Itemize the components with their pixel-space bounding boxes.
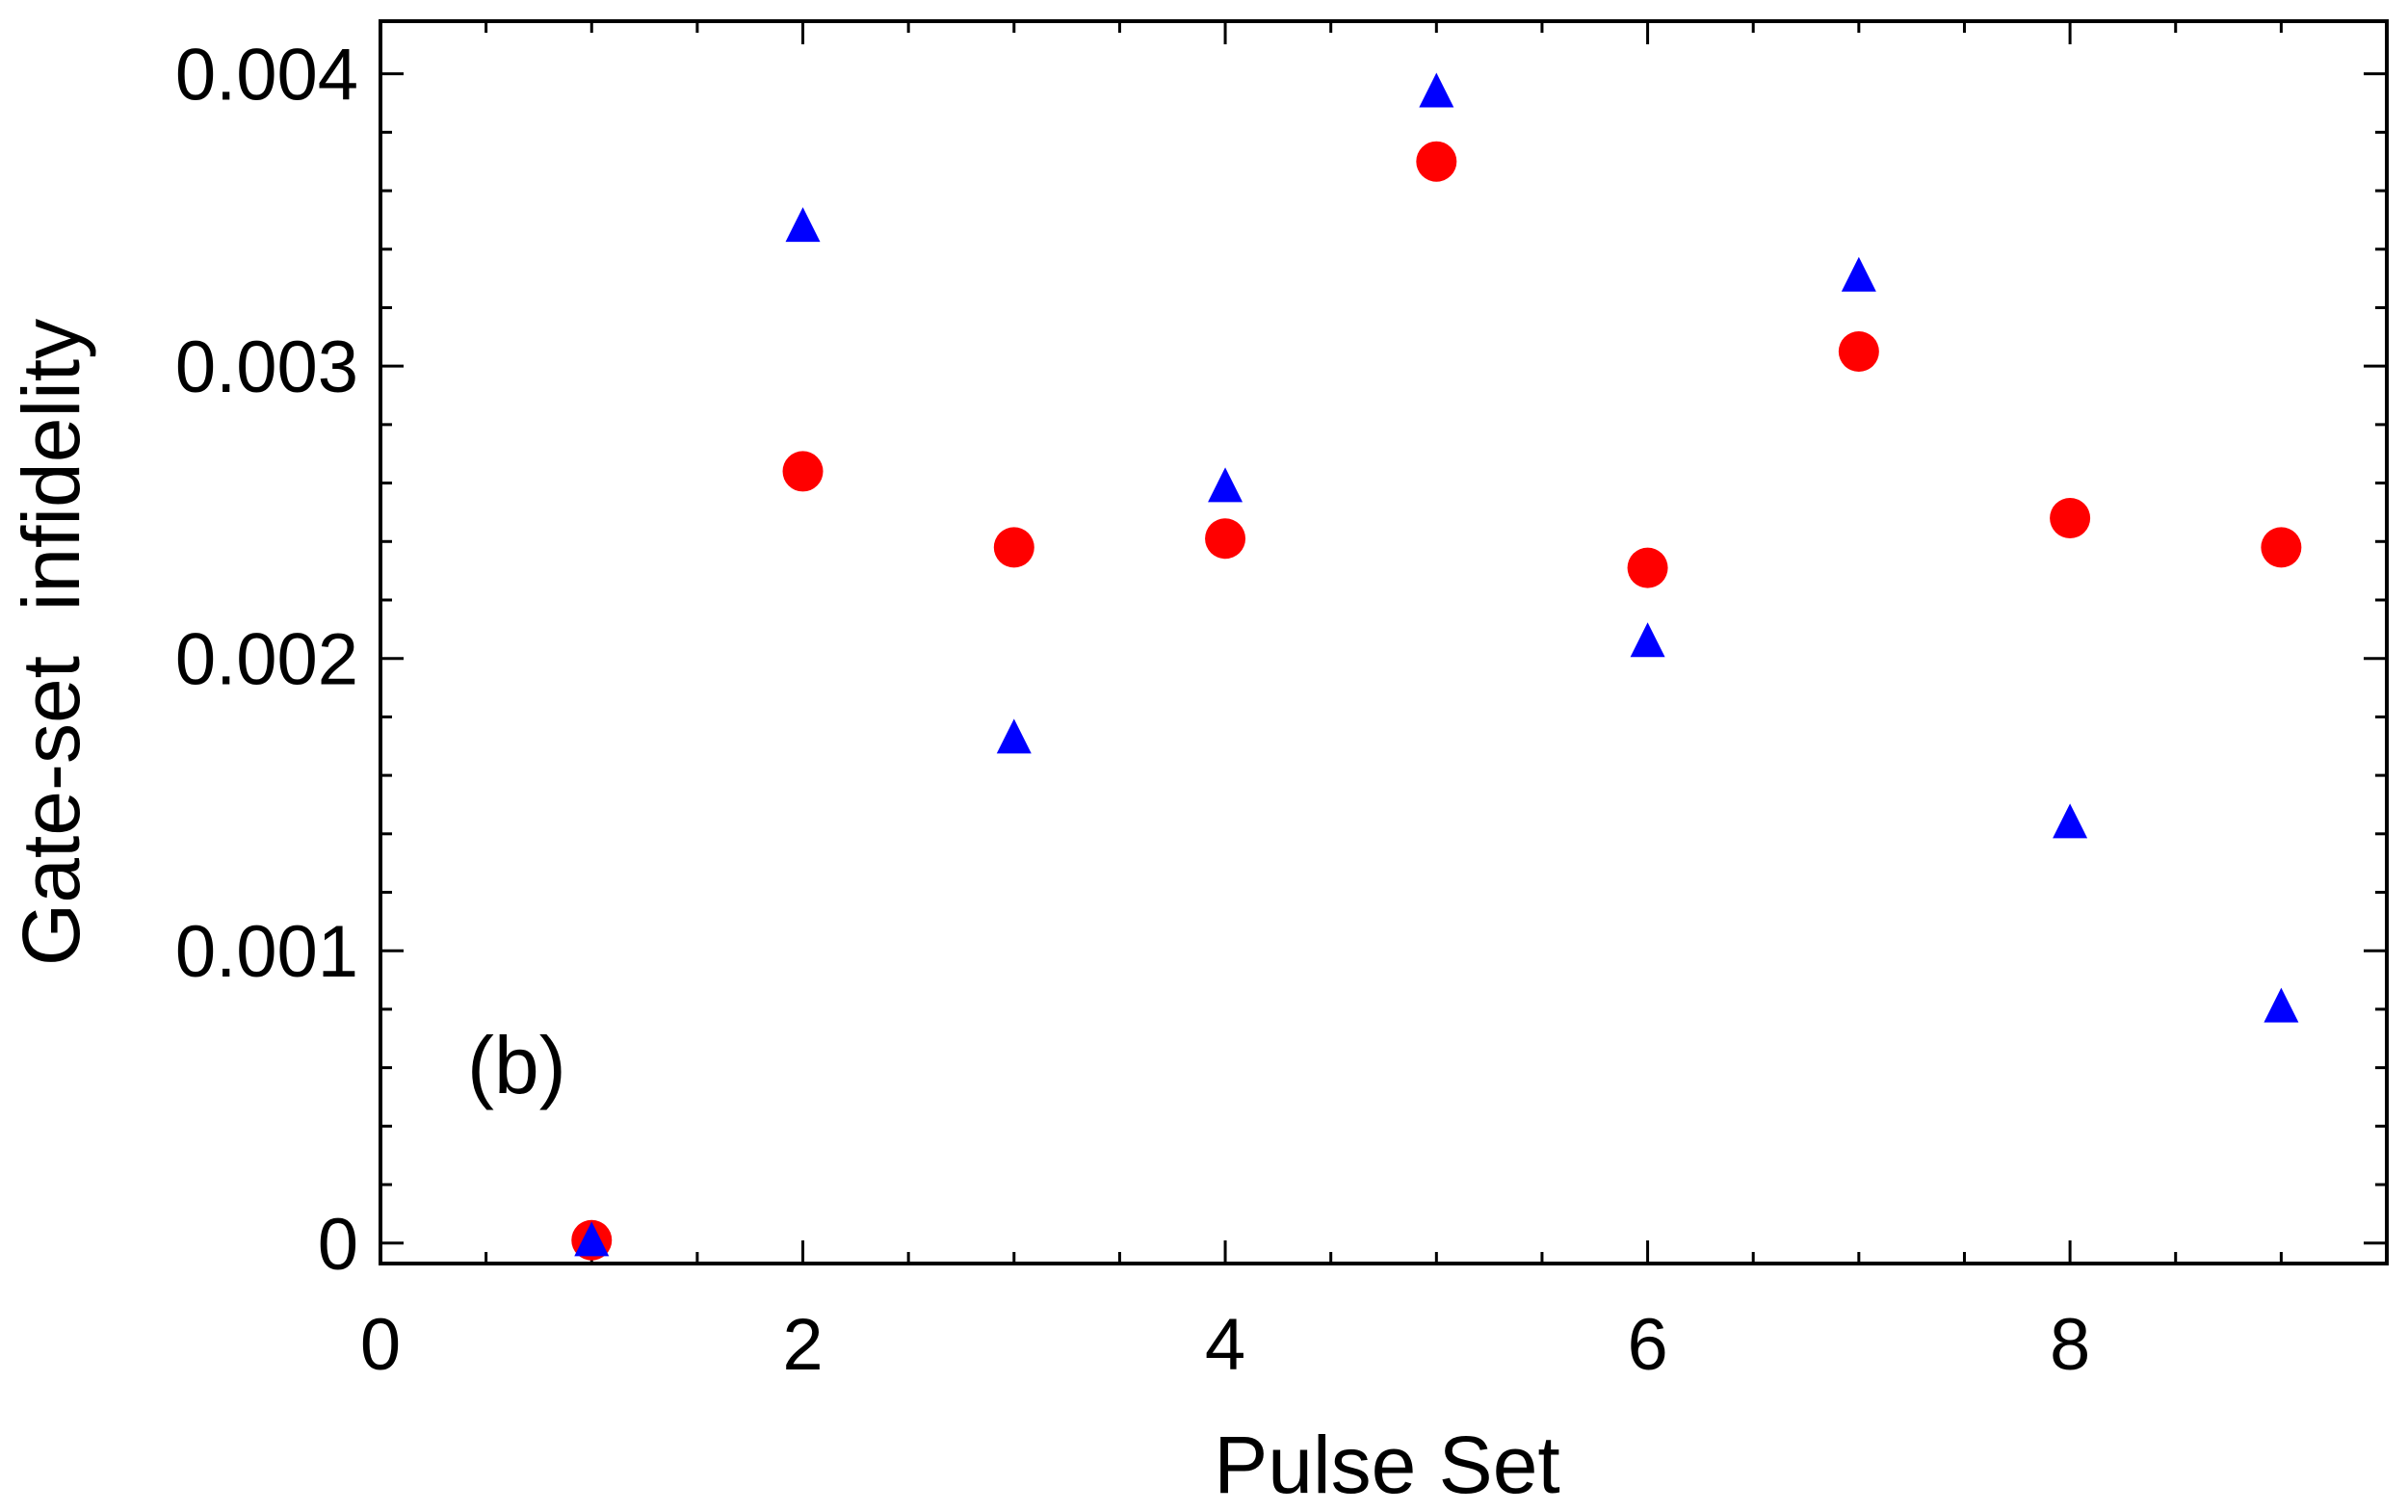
circle-point: [1416, 141, 1457, 182]
y-tick-label: 0.001: [175, 911, 358, 993]
circle-point: [1838, 330, 1879, 372]
plot-frame: [379, 19, 2389, 1265]
triangle-point: [574, 1221, 610, 1257]
circle-point: [2050, 498, 2091, 538]
triangle-point: [1630, 622, 1665, 658]
triangle-point: [2264, 987, 2299, 1023]
triangle-point: [2053, 803, 2088, 839]
triangle-point: [1208, 467, 1243, 503]
x-tick-label: 6: [1627, 1304, 1667, 1386]
circle-point: [2261, 527, 2302, 568]
y-tick-label: 0.002: [175, 619, 358, 701]
circle-point: [1627, 547, 1668, 588]
x-tick-label: 2: [782, 1304, 823, 1386]
axis-ticks: [379, 21, 2389, 1264]
panel-label: (b): [467, 1020, 566, 1110]
data-marks: [571, 72, 2302, 1261]
tick-labels: 0 2 4 6 8 0 0.001 0.002 0.003 0.004: [175, 35, 2090, 1386]
x-tick-label: 4: [1205, 1304, 1245, 1386]
circle-point: [1205, 518, 1246, 560]
triangle-point: [1841, 256, 1876, 292]
y-axis-title: Gate-set infidelity: [6, 319, 96, 966]
x-tick-label: 0: [360, 1304, 401, 1386]
triangle-point: [785, 207, 821, 243]
triangle-point: [1419, 72, 1454, 108]
x-axis-title: Pulse Set: [1214, 1420, 1560, 1510]
circle-point: [782, 451, 824, 492]
x-tick-label: 8: [2050, 1304, 2090, 1386]
y-tick-label: 0: [318, 1204, 358, 1286]
triangle-point: [996, 718, 1032, 754]
y-tick-label: 0.003: [175, 326, 358, 408]
circle-point: [993, 527, 1034, 568]
y-tick-label: 0.004: [175, 35, 358, 117]
